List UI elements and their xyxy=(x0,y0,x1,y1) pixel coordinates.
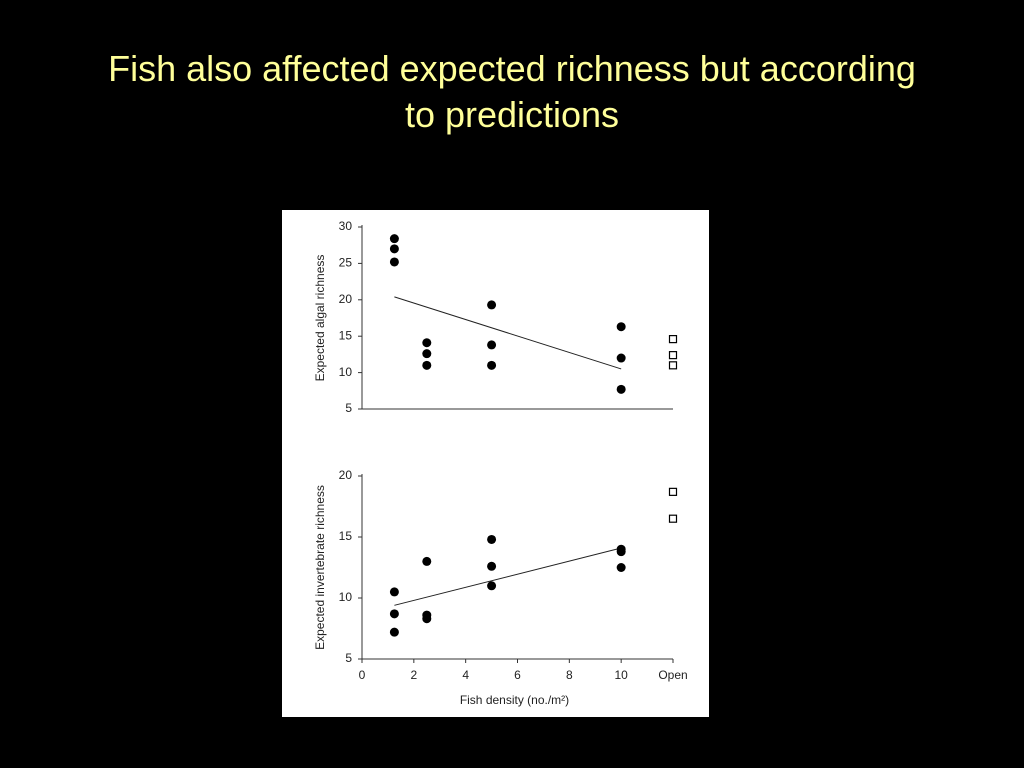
point xyxy=(487,300,497,310)
y-tick-label: 15 xyxy=(339,328,353,342)
point xyxy=(389,244,399,254)
y-tick-label: 25 xyxy=(339,256,353,270)
point xyxy=(389,257,399,267)
trend-line xyxy=(394,296,622,370)
point xyxy=(487,561,497,571)
point xyxy=(422,556,432,566)
y-tick-label: 10 xyxy=(339,590,353,604)
y-tick-label: 15 xyxy=(339,529,353,543)
point xyxy=(616,353,626,363)
y-tick-label: 5 xyxy=(345,401,352,415)
y-tick-label: 30 xyxy=(339,219,353,233)
point xyxy=(389,587,399,597)
y-tick-label: 5 xyxy=(345,651,352,665)
point xyxy=(668,487,678,496)
point xyxy=(616,563,626,572)
point xyxy=(616,547,626,557)
point xyxy=(668,361,678,370)
point xyxy=(487,360,497,370)
y-axis-label: Expected algal richness xyxy=(313,255,327,382)
point xyxy=(668,351,678,360)
point xyxy=(422,360,432,370)
y-tick-label: 20 xyxy=(339,468,353,482)
point xyxy=(389,609,399,619)
x-tick-label: 6 xyxy=(514,668,521,682)
point xyxy=(422,614,432,624)
y-axis-label: Expected invertebrate richness xyxy=(313,485,327,650)
point xyxy=(616,322,626,332)
point xyxy=(668,335,678,344)
point xyxy=(389,627,399,637)
point xyxy=(616,384,626,394)
x-tick-label: 4 xyxy=(462,668,469,682)
x-tick-label: 10 xyxy=(614,668,628,682)
point xyxy=(668,514,678,523)
point xyxy=(487,581,497,591)
point xyxy=(487,534,497,544)
point xyxy=(422,338,432,348)
x-tick-label: Open xyxy=(658,668,687,682)
x-axis-label: Fish density (no./m²) xyxy=(460,693,569,707)
y-tick-label: 10 xyxy=(339,365,353,379)
point xyxy=(389,234,399,244)
x-tick-label: 8 xyxy=(566,668,573,682)
y-tick-label: 20 xyxy=(339,292,353,306)
slide-title: Fish also affected expected richness but… xyxy=(108,48,916,135)
x-tick-label: 0 xyxy=(359,668,366,682)
point xyxy=(487,340,497,350)
point xyxy=(422,349,432,359)
trend-line xyxy=(394,547,622,606)
chart-panel xyxy=(282,210,709,717)
x-tick-label: 2 xyxy=(410,668,417,682)
